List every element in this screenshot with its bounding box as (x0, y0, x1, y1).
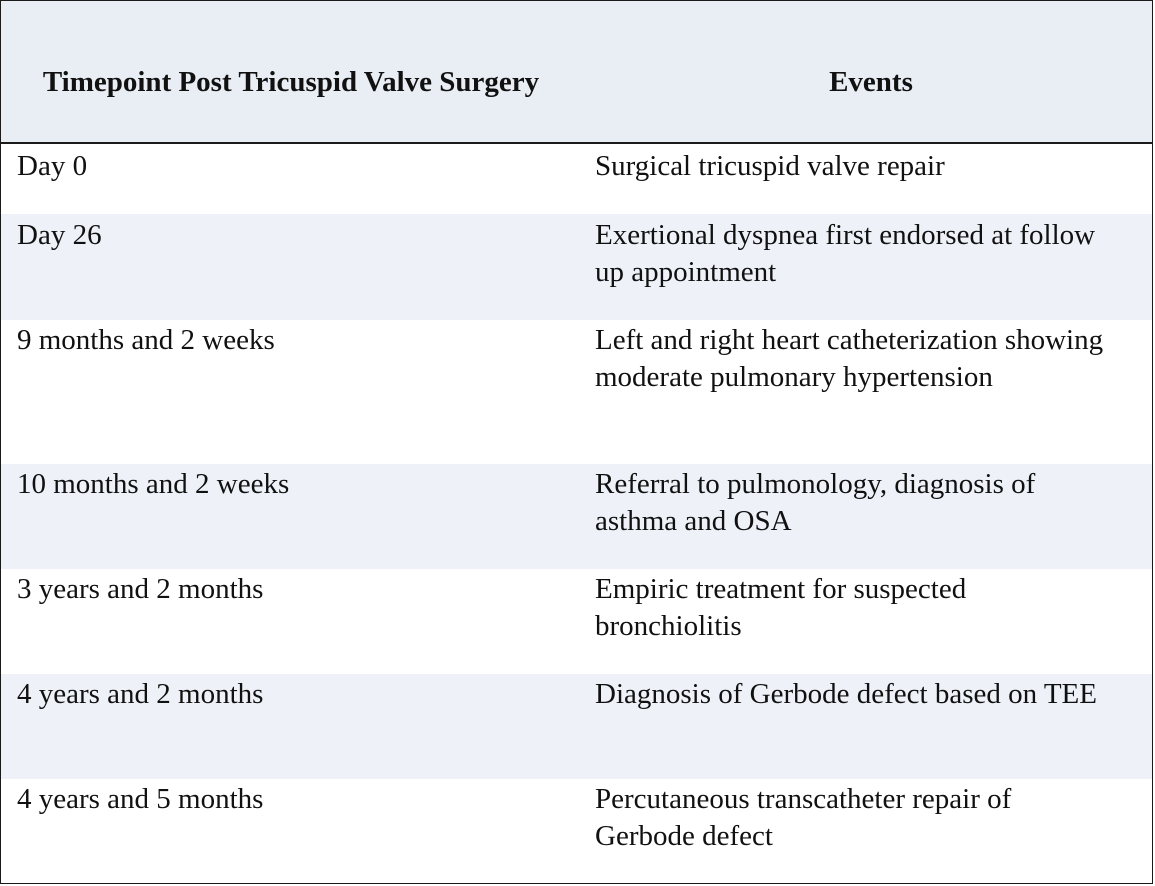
timepoint-cell: Day 26 (17, 219, 102, 251)
event-cell: Percutaneous transcatheter repair of Ger… (595, 783, 1012, 852)
event-cell: Diagnosis of Gerbode defect based on TEE (595, 678, 1097, 710)
timepoint-cell: 4 years and 5 months (17, 783, 264, 815)
table-row: Day 26 Exertional dyspnea first endorsed… (1, 214, 1152, 320)
event-cell: Left and right heart catheterization sho… (595, 324, 1104, 393)
table-row: 4 years and 5 months Percutaneous transc… (1, 779, 1152, 883)
event-cell: Referral to pulmonology, diagnosis of as… (595, 468, 1036, 537)
table-row: 4 years and 2 months Diagnosis of Gerbod… (1, 674, 1152, 779)
timepoint-cell: 10 months and 2 weeks (17, 468, 290, 500)
table-header: Timepoint Post Tricuspid Valve Surgery E… (1, 1, 1152, 144)
event-cell: Surgical tricuspid valve repair (595, 150, 945, 182)
table-row: Day 0 Surgical tricuspid valve repair (1, 144, 1152, 214)
timepoint-cell: 4 years and 2 months (17, 678, 264, 710)
table-row: 9 months and 2 weeks Left and right hear… (1, 320, 1152, 464)
table-row: 10 months and 2 weeks Referral to pulmon… (1, 464, 1152, 569)
timepoint-cell: 3 years and 2 months (17, 573, 264, 605)
timepoint-cell: 9 months and 2 weeks (17, 324, 275, 356)
event-cell: Empiric treatment for suspected bronchio… (595, 573, 967, 642)
event-cell: Exertional dyspnea first endorsed at fol… (595, 219, 1096, 288)
timepoint-cell: Day 0 (17, 150, 88, 182)
header-events: Events (829, 66, 913, 98)
header-timepoint: Timepoint Post Tricuspid Valve Surgery (42, 66, 540, 98)
table-row: 3 years and 2 months Empiric treatment f… (1, 569, 1152, 674)
